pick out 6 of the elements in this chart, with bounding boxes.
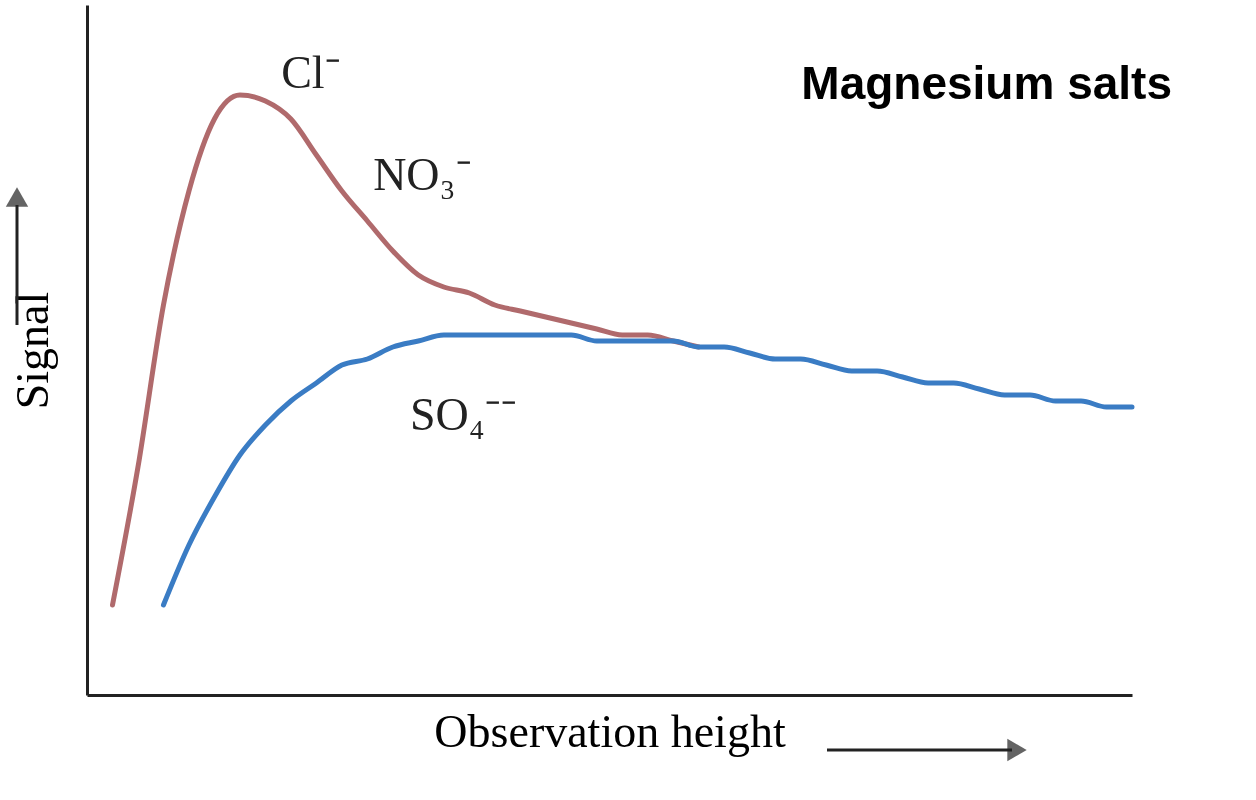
x-axis-title: Observation height <box>434 705 786 757</box>
annotation: Cl⁻ <box>281 47 341 98</box>
chart-title: Magnesium salts <box>801 57 1172 109</box>
series-label: SO₄⁻⁻ <box>409 389 517 440</box>
y-axis-title: Signal <box>6 291 58 410</box>
annotation: NO₃⁻ <box>373 149 472 200</box>
